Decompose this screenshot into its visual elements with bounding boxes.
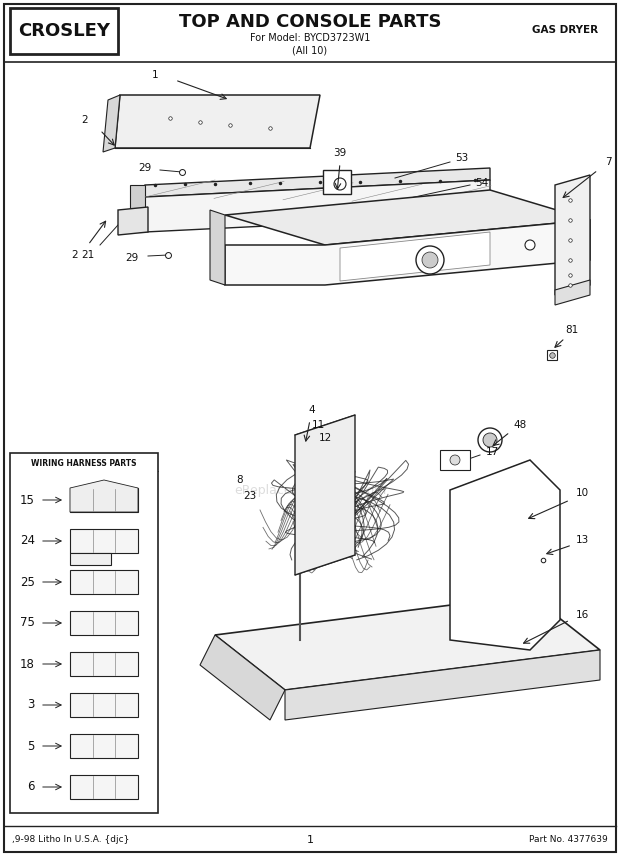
Bar — [70, 488, 138, 512]
Text: 39: 39 — [334, 148, 347, 158]
Text: 81: 81 — [565, 325, 578, 335]
Circle shape — [334, 178, 346, 190]
Polygon shape — [295, 415, 355, 575]
Polygon shape — [555, 280, 590, 305]
Text: Part No. 4377639: Part No. 4377639 — [529, 835, 608, 845]
Polygon shape — [210, 210, 225, 285]
Text: 2: 2 — [82, 115, 88, 125]
Circle shape — [478, 428, 502, 452]
Circle shape — [525, 240, 535, 250]
Text: (All 10): (All 10) — [293, 45, 327, 55]
Text: TOP AND CONSOLE PARTS: TOP AND CONSOLE PARTS — [179, 13, 441, 31]
Bar — [323, 170, 351, 194]
Polygon shape — [130, 185, 145, 232]
Bar — [70, 652, 138, 676]
Text: 54: 54 — [476, 178, 489, 188]
Text: 25: 25 — [20, 575, 35, 589]
Text: 29: 29 — [138, 163, 152, 173]
Text: 1: 1 — [152, 70, 158, 80]
Text: 1: 1 — [306, 835, 314, 845]
Bar — [70, 529, 138, 553]
Text: eReplacementParts.com: eReplacementParts.com — [234, 484, 386, 496]
Bar — [70, 693, 138, 717]
Bar — [10, 8, 118, 54]
Text: WIRING HARNESS PARTS: WIRING HARNESS PARTS — [31, 459, 137, 467]
Text: 7: 7 — [604, 157, 611, 167]
Polygon shape — [70, 480, 138, 512]
Circle shape — [450, 455, 460, 465]
Bar — [70, 734, 138, 758]
Text: 12: 12 — [319, 433, 332, 443]
Circle shape — [416, 246, 444, 274]
Text: 2: 2 — [72, 250, 78, 260]
Text: 24: 24 — [20, 534, 35, 548]
Text: 23: 23 — [244, 491, 257, 501]
Text: 10: 10 — [575, 488, 588, 498]
Circle shape — [422, 252, 438, 268]
Text: 13: 13 — [575, 535, 588, 545]
Text: ,9-98 Litho In U.S.A. {djc}: ,9-98 Litho In U.S.A. {djc} — [12, 835, 130, 845]
Bar — [70, 553, 111, 565]
Text: 53: 53 — [455, 153, 469, 163]
Polygon shape — [225, 190, 590, 245]
Text: 75: 75 — [20, 616, 35, 629]
Polygon shape — [103, 95, 120, 152]
Text: GAS DRYER: GAS DRYER — [532, 25, 598, 35]
Text: 3: 3 — [28, 698, 35, 711]
Text: 21: 21 — [81, 250, 95, 260]
Bar — [440, 450, 470, 470]
Text: 11: 11 — [311, 420, 325, 430]
Circle shape — [483, 433, 497, 447]
Polygon shape — [200, 635, 285, 720]
Polygon shape — [285, 650, 600, 720]
Text: 15: 15 — [20, 494, 35, 507]
Text: 4: 4 — [309, 405, 316, 415]
Text: 29: 29 — [125, 253, 139, 263]
Text: 17: 17 — [485, 447, 498, 457]
Text: 18: 18 — [20, 657, 35, 670]
Polygon shape — [340, 232, 490, 281]
Text: 6: 6 — [27, 781, 35, 794]
Text: 5: 5 — [28, 740, 35, 752]
Text: CROSLEY: CROSLEY — [18, 22, 110, 40]
Polygon shape — [215, 595, 600, 690]
Polygon shape — [145, 180, 490, 232]
Bar — [70, 570, 138, 594]
Polygon shape — [118, 207, 148, 235]
Text: 48: 48 — [513, 420, 526, 430]
Text: 8: 8 — [237, 475, 243, 485]
Polygon shape — [555, 175, 590, 295]
Text: For Model: BYCD3723W1: For Model: BYCD3723W1 — [250, 33, 370, 43]
Bar — [10, 453, 158, 813]
Text: 16: 16 — [575, 610, 588, 620]
Polygon shape — [145, 168, 490, 197]
Bar — [70, 775, 138, 799]
Bar — [70, 611, 138, 635]
Polygon shape — [225, 220, 590, 285]
Polygon shape — [450, 460, 560, 650]
Polygon shape — [115, 95, 320, 148]
